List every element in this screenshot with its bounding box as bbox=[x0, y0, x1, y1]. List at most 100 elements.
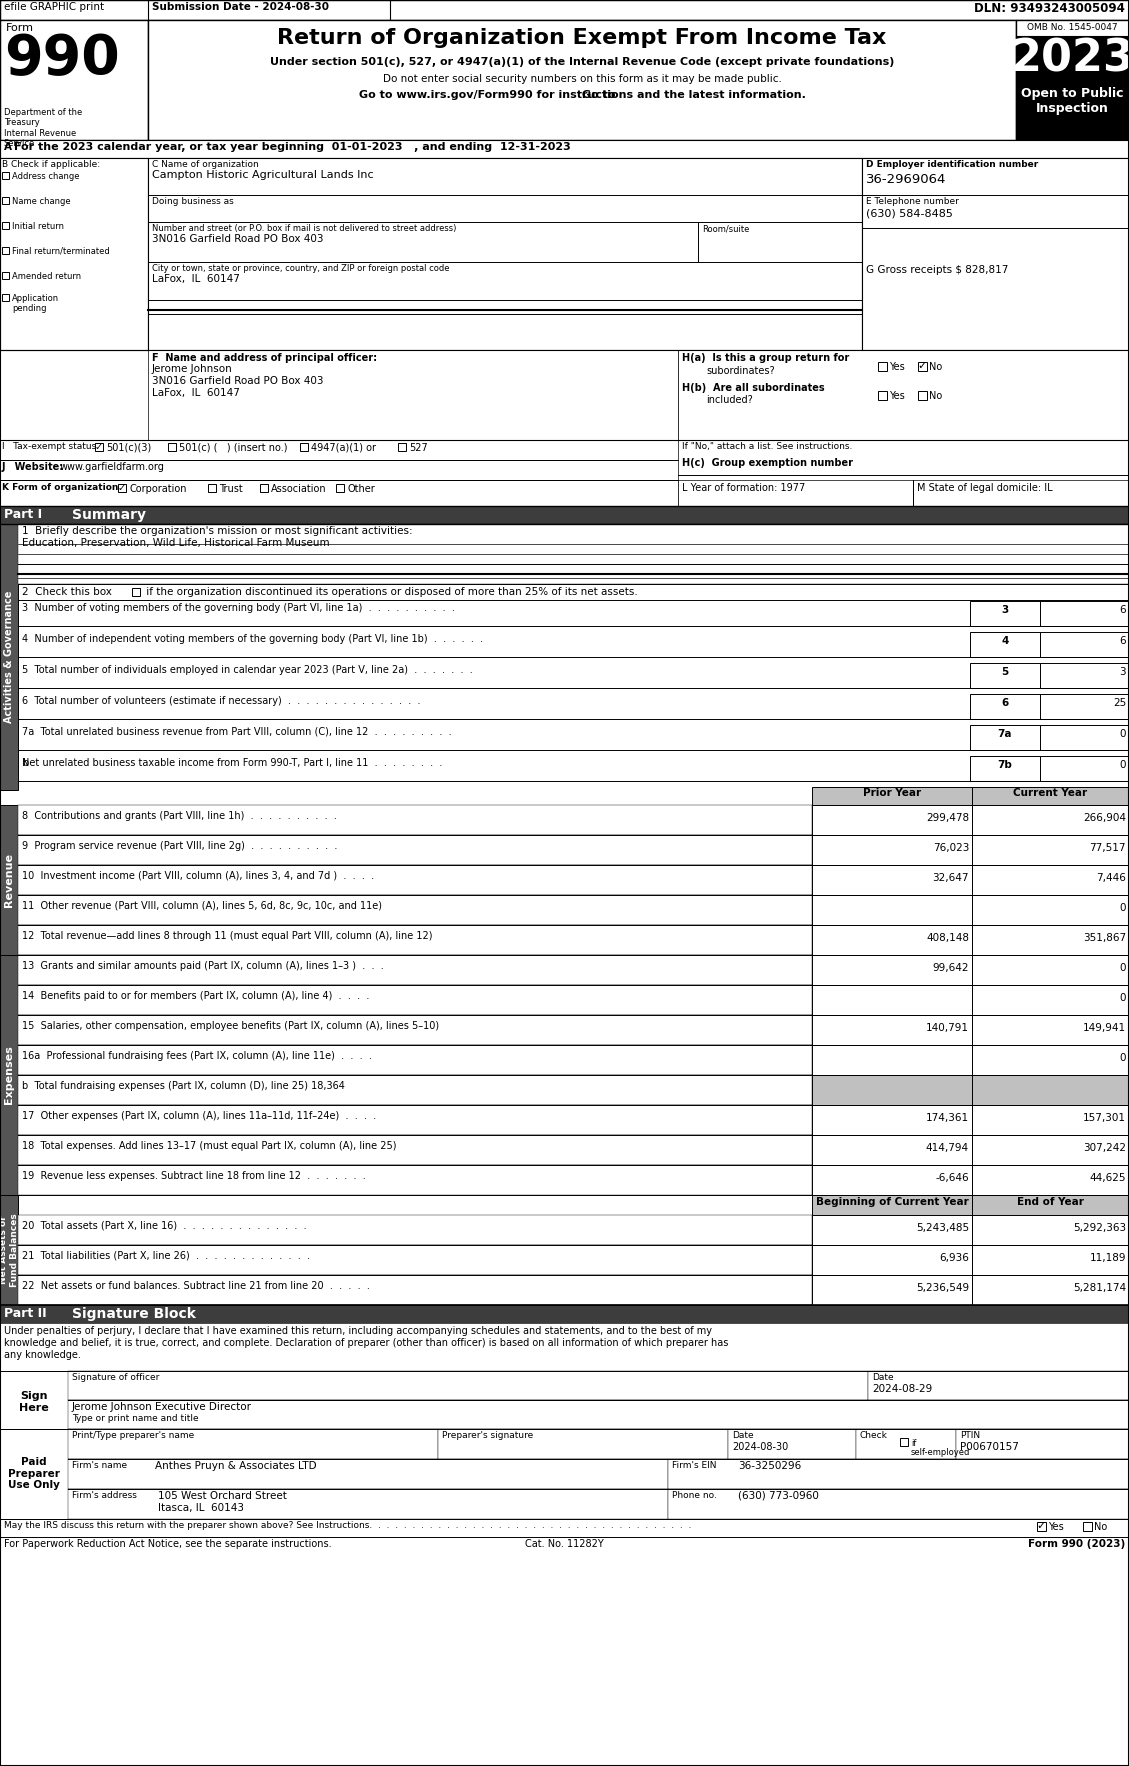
Bar bbox=[1016, 35, 1129, 81]
Bar bbox=[0, 1323, 1129, 1370]
Bar bbox=[1038, 1522, 1045, 1531]
Bar bbox=[1016, 81, 1129, 140]
Bar bbox=[1040, 694, 1129, 719]
Text: Final return/terminated: Final return/terminated bbox=[12, 247, 110, 256]
Text: J   Website:: J Website: bbox=[2, 463, 64, 472]
Bar bbox=[148, 157, 863, 350]
Text: 76,023: 76,023 bbox=[933, 842, 969, 853]
Bar bbox=[812, 865, 972, 895]
Text: A: A bbox=[5, 141, 12, 152]
Text: Sign
Here: Sign Here bbox=[19, 1392, 49, 1413]
Bar bbox=[18, 895, 812, 925]
Text: ✓: ✓ bbox=[918, 362, 927, 371]
Bar bbox=[970, 632, 1040, 657]
Text: 17  Other expenses (Part IX, column (A), lines 11a–11d, 11f–24e)  .  .  .  .: 17 Other expenses (Part IX, column (A), … bbox=[21, 1111, 376, 1121]
Text: 351,867: 351,867 bbox=[1083, 932, 1126, 943]
Text: Jerome Johnson: Jerome Johnson bbox=[152, 364, 233, 374]
Text: 5,243,485: 5,243,485 bbox=[916, 1224, 969, 1233]
Text: PTIN: PTIN bbox=[960, 1430, 980, 1439]
Text: 2024-08-30: 2024-08-30 bbox=[732, 1443, 788, 1452]
Text: 0: 0 bbox=[1120, 902, 1126, 913]
Text: 3  Number of voting members of the governing body (Part VI, line 1a)  .  .  .  .: 3 Number of voting members of the govern… bbox=[21, 602, 455, 613]
Text: www.garfieldfarm.org: www.garfieldfarm.org bbox=[60, 463, 165, 472]
Text: Current Year: Current Year bbox=[1013, 788, 1087, 798]
Text: -6,646: -6,646 bbox=[935, 1173, 969, 1183]
Bar bbox=[668, 1489, 1129, 1519]
Text: 408,148: 408,148 bbox=[926, 932, 969, 943]
Bar bbox=[148, 350, 679, 440]
Text: Firm's name: Firm's name bbox=[72, 1460, 128, 1469]
Text: Doing business as: Doing business as bbox=[152, 198, 234, 207]
Bar bbox=[2, 223, 9, 230]
Bar bbox=[972, 985, 1129, 1015]
Text: No: No bbox=[1094, 1522, 1108, 1531]
Text: For the 2023 calendar year, or tax year beginning  01-01-2023   , and ending  12: For the 2023 calendar year, or tax year … bbox=[14, 141, 571, 152]
Text: (630) 584-8485: (630) 584-8485 bbox=[866, 208, 953, 217]
Bar bbox=[679, 350, 1129, 440]
Text: Go to: Go to bbox=[583, 90, 620, 101]
Text: For Paperwork Reduction Act Notice, see the separate instructions.: For Paperwork Reduction Act Notice, see … bbox=[5, 1538, 332, 1549]
Text: I   Tax-exempt status:: I Tax-exempt status: bbox=[2, 442, 99, 450]
Bar bbox=[95, 443, 103, 450]
Bar bbox=[0, 19, 148, 140]
Bar bbox=[18, 925, 812, 955]
Bar bbox=[970, 694, 1040, 719]
Text: 18  Total expenses. Add lines 13–17 (must equal Part IX, column (A), line 25): 18 Total expenses. Add lines 13–17 (must… bbox=[21, 1141, 396, 1151]
Text: b  Total fundraising expenses (Part IX, column (D), line 25) 18,364: b Total fundraising expenses (Part IX, c… bbox=[21, 1081, 344, 1091]
Text: Jerome Johnson Executive Director: Jerome Johnson Executive Director bbox=[72, 1402, 252, 1413]
Text: 2023: 2023 bbox=[1010, 39, 1129, 81]
Bar bbox=[900, 1438, 908, 1446]
Text: 15  Salaries, other compensation, employee benefits (Part IX, column (A), lines : 15 Salaries, other compensation, employe… bbox=[21, 1021, 439, 1031]
Bar bbox=[812, 955, 972, 985]
Text: Net unrelated business taxable income from Form 990-T, Part I, line 11  .  .  . : Net unrelated business taxable income fr… bbox=[21, 758, 443, 768]
Bar bbox=[2, 272, 9, 279]
Text: 105 West Orchard Street: 105 West Orchard Street bbox=[158, 1491, 287, 1501]
Text: Yes: Yes bbox=[1048, 1522, 1064, 1531]
Bar bbox=[208, 484, 216, 493]
Text: Expenses: Expenses bbox=[5, 1045, 14, 1104]
Bar bbox=[812, 1166, 972, 1196]
Bar bbox=[0, 525, 18, 789]
Bar bbox=[0, 507, 1129, 525]
Text: 5  Total number of individuals employed in calendar year 2023 (Part V, line 2a) : 5 Total number of individuals employed i… bbox=[21, 666, 473, 675]
Text: B Check if applicable:: B Check if applicable: bbox=[2, 161, 100, 170]
Bar bbox=[812, 1196, 972, 1215]
Text: 10  Investment income (Part VIII, column (A), lines 3, 4, and 7d )  .  .  .  .: 10 Investment income (Part VIII, column … bbox=[21, 871, 374, 881]
Bar bbox=[168, 443, 176, 450]
Text: Yes: Yes bbox=[889, 390, 904, 401]
Bar bbox=[812, 985, 972, 1015]
Bar bbox=[260, 484, 268, 493]
Bar bbox=[18, 1106, 812, 1136]
Bar bbox=[972, 1245, 1129, 1275]
Text: Activities & Governance: Activities & Governance bbox=[5, 592, 14, 724]
Text: 4947(a)(1) or: 4947(a)(1) or bbox=[310, 443, 376, 454]
Text: b: b bbox=[21, 758, 28, 768]
Bar bbox=[0, 140, 1129, 157]
Text: Under penalties of perjury, I declare that I have examined this return, includin: Under penalties of perjury, I declare th… bbox=[5, 1326, 712, 1337]
Text: 32,647: 32,647 bbox=[933, 872, 969, 883]
Bar bbox=[0, 480, 679, 507]
Bar bbox=[970, 662, 1040, 689]
Bar bbox=[972, 835, 1129, 865]
Bar bbox=[868, 1370, 1129, 1400]
Text: Association: Association bbox=[271, 484, 326, 494]
Bar bbox=[1040, 662, 1129, 689]
Text: Department of the
Treasury
Internal Revenue
Service: Department of the Treasury Internal Reve… bbox=[5, 108, 82, 148]
Text: H(c)  Group exemption number: H(c) Group exemption number bbox=[682, 457, 854, 468]
Text: 0: 0 bbox=[1120, 962, 1126, 973]
Text: Signature of officer: Signature of officer bbox=[72, 1372, 159, 1383]
Bar bbox=[812, 1015, 972, 1045]
Text: Submission Date - 2024-08-30: Submission Date - 2024-08-30 bbox=[152, 2, 329, 12]
Bar bbox=[2, 293, 9, 300]
Text: K Form of organization:: K Form of organization: bbox=[2, 482, 122, 493]
Bar bbox=[2, 198, 9, 205]
Bar bbox=[728, 1429, 856, 1459]
Bar bbox=[148, 19, 1016, 140]
Bar bbox=[0, 1305, 1129, 1323]
Text: Address change: Address change bbox=[12, 171, 79, 180]
Text: 501(c) (   ) (insert no.): 501(c) ( ) (insert no.) bbox=[180, 443, 288, 454]
Text: Name change: Name change bbox=[12, 198, 71, 207]
Bar bbox=[856, 1429, 956, 1459]
Text: D Employer identification number: D Employer identification number bbox=[866, 161, 1039, 170]
Bar bbox=[1040, 632, 1129, 657]
